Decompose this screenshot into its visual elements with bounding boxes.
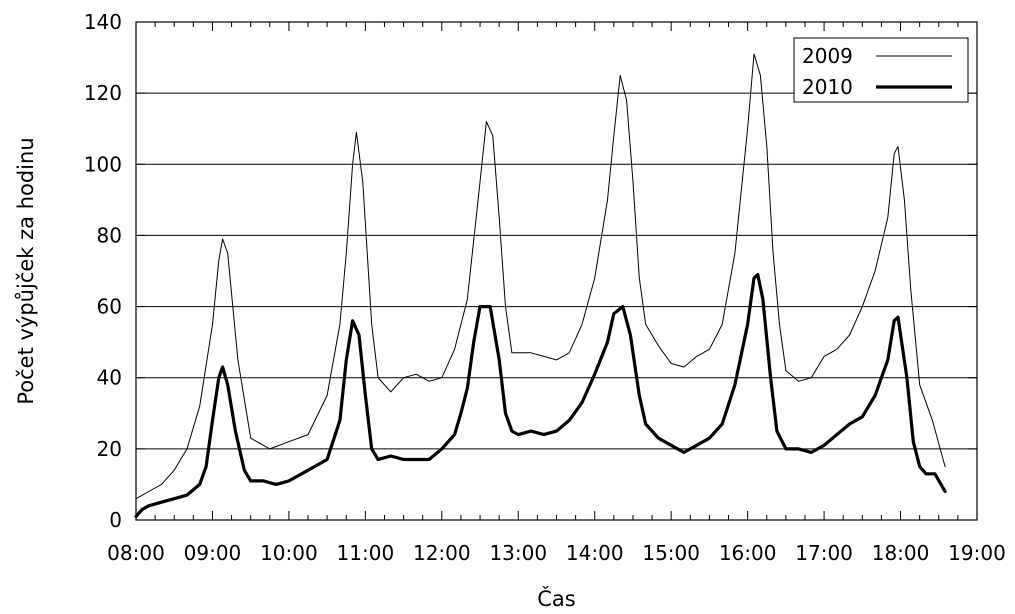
x-tick-label-16:00: 16:00 xyxy=(719,541,777,565)
series-line-2009 xyxy=(135,53,946,500)
y-tick-label-80: 80 xyxy=(97,223,122,247)
x-tick-label-09:00: 09:00 xyxy=(184,541,242,565)
legend-label-2009: 2009 xyxy=(802,44,853,68)
x-tick-label-17:00: 17:00 xyxy=(795,541,853,565)
x-tick-label-11:00: 11:00 xyxy=(337,541,395,565)
x-tick-label-10:00: 10:00 xyxy=(260,541,318,565)
axis-ticks xyxy=(135,21,978,521)
x-tick-label-13:00: 13:00 xyxy=(489,541,547,565)
x-tick-label-19:00: 19:00 xyxy=(948,541,1006,565)
x-tick-label-18:00: 18:00 xyxy=(872,541,930,565)
series-lines xyxy=(134,53,947,519)
y-tick-label-40: 40 xyxy=(97,366,122,390)
grid-lines xyxy=(136,92,977,450)
legend-box xyxy=(793,37,969,103)
y-tick-label-20: 20 xyxy=(97,437,122,461)
y-axis-title: Počet výpůjček za hodinu xyxy=(14,137,38,404)
y-tick-label-100: 100 xyxy=(84,152,122,176)
legend-label-2010: 2010 xyxy=(802,75,853,99)
x-tick-label-14:00: 14:00 xyxy=(566,541,624,565)
legend: 2009 2010 xyxy=(793,37,969,103)
y-tick-label-120: 120 xyxy=(84,81,122,105)
x-tick-label-08:00: 08:00 xyxy=(107,541,165,565)
x-axis-title: Čas xyxy=(537,586,575,611)
y-tick-label-0: 0 xyxy=(109,508,122,532)
series-line-2010 xyxy=(134,273,947,519)
x-tick-label-15:00: 15:00 xyxy=(642,541,700,565)
y-tick-label-60: 60 xyxy=(97,295,122,319)
y-tick-label-140: 140 xyxy=(84,10,122,34)
x-axis-tick-labels: 08:00 09:00 10:00 11:00 12:00 13:00 14:00 15:00… xyxy=(107,541,1006,565)
y-axis-tick-labels: 0 20 40 60 80 100 120 140 xyxy=(84,10,122,532)
x-tick-label-12:00: 12:00 xyxy=(413,541,471,565)
